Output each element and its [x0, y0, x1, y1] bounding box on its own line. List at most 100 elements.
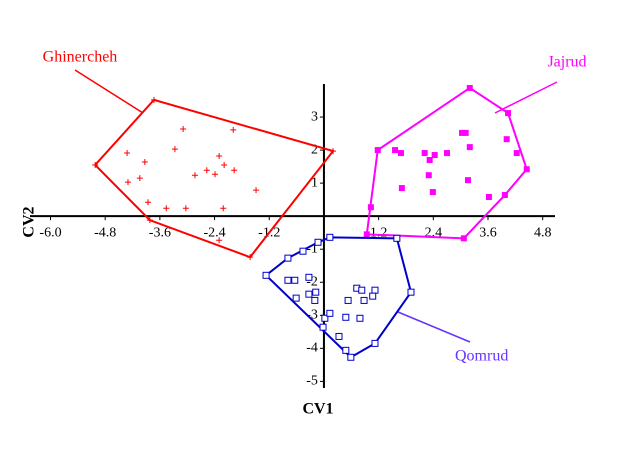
point: [347, 353, 355, 361]
point: [291, 276, 299, 284]
y-axis-label: CV2: [21, 206, 38, 237]
leader-line: [494, 81, 558, 114]
point: [426, 157, 433, 163]
y-tick-label: -3: [306, 308, 318, 323]
point: [335, 332, 343, 340]
point: [342, 346, 350, 354]
point: [171, 146, 178, 153]
point: [220, 205, 227, 212]
point: [443, 150, 450, 157]
point: [358, 286, 366, 294]
point: [393, 234, 401, 242]
point: [191, 172, 198, 179]
point: [460, 235, 467, 242]
point: [262, 271, 270, 279]
point: [466, 84, 473, 91]
point: [221, 161, 228, 168]
point: [305, 273, 313, 281]
point: [92, 161, 99, 168]
point: [124, 179, 131, 186]
point: [319, 323, 327, 331]
point: [356, 314, 364, 322]
point: [485, 194, 492, 201]
point: [299, 247, 307, 255]
point: [163, 205, 170, 212]
x-tick-label: -4.8: [94, 225, 116, 240]
x-tick-label: -6.0: [39, 225, 61, 240]
y-tick-label: 1: [311, 175, 318, 190]
leader-line: [74, 69, 144, 114]
x-tick-label: 1.2: [370, 225, 388, 240]
point: [216, 237, 223, 244]
group-label: Qomrud: [455, 348, 508, 365]
point: [311, 296, 319, 304]
point: [459, 129, 466, 136]
y-tick-label: -2: [306, 274, 318, 289]
point: [312, 288, 320, 296]
point: [292, 294, 300, 302]
group-label: Jajrud: [547, 54, 586, 71]
y-tick-label: -5: [306, 374, 318, 389]
point: [182, 205, 189, 212]
point: [124, 150, 131, 157]
point: [431, 152, 438, 159]
point: [150, 96, 157, 103]
group-hull: [365, 86, 528, 240]
group-hull: [93, 98, 335, 259]
point: [464, 177, 471, 184]
point: [180, 125, 187, 132]
point: [407, 288, 415, 296]
x-tick-label: 3.6: [479, 225, 497, 240]
point: [360, 296, 368, 304]
point: [216, 153, 223, 160]
point: [203, 167, 210, 174]
point: [392, 147, 399, 154]
x-tick-label: 4.8: [534, 225, 552, 240]
point: [505, 110, 512, 117]
point: [501, 192, 508, 199]
point: [212, 171, 219, 178]
point: [230, 126, 237, 133]
leader-line: [397, 311, 471, 343]
point: [342, 313, 350, 321]
x-tick-label: -2.4: [203, 225, 225, 240]
point: [145, 199, 152, 206]
x-tick-label: -3.6: [149, 225, 171, 240]
point: [374, 147, 381, 154]
point: [371, 339, 379, 347]
point: [363, 231, 370, 238]
point: [141, 158, 148, 165]
point: [136, 175, 143, 182]
point: [466, 144, 473, 151]
point: [425, 172, 432, 179]
point: [367, 204, 374, 211]
point: [397, 150, 404, 157]
point: [513, 150, 520, 157]
point: [231, 167, 238, 174]
point: [344, 296, 352, 304]
point: [462, 129, 469, 136]
point: [369, 292, 377, 300]
point: [146, 217, 153, 224]
point: [253, 187, 260, 194]
point: [284, 276, 292, 284]
point: [326, 233, 334, 241]
y-tick-label: -4: [306, 341, 318, 356]
x-axis-label: CV1: [302, 401, 333, 418]
point: [503, 136, 510, 143]
y-tick-label: 3: [311, 109, 318, 124]
point: [330, 148, 337, 155]
point: [429, 189, 436, 196]
point: [421, 150, 428, 157]
point: [321, 314, 329, 322]
group-label: Ghinercheh: [43, 49, 118, 66]
point: [305, 290, 313, 298]
y-tick-label: 2: [311, 142, 318, 157]
point: [371, 286, 379, 294]
point: [247, 254, 254, 261]
point: [314, 238, 322, 246]
point: [284, 254, 292, 262]
point: [523, 166, 530, 173]
point: [326, 309, 334, 317]
